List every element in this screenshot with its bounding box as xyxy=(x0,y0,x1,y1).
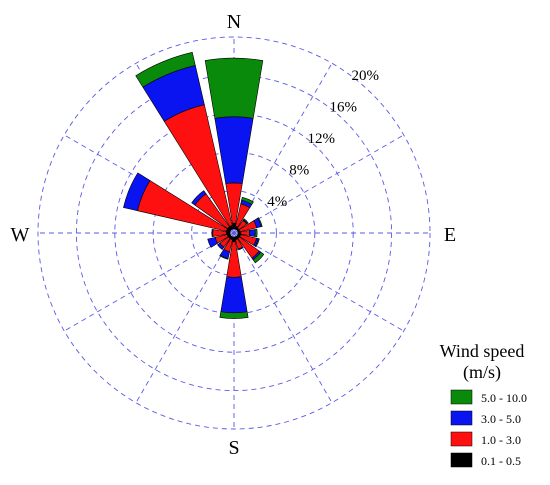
wedge-NNE-3 xyxy=(241,196,254,205)
legend-swatch xyxy=(450,410,473,426)
direction-label-north: N xyxy=(227,11,241,33)
radial-tick-label: 12% xyxy=(307,131,335,147)
legend-swatch xyxy=(450,389,473,405)
wedge-ENE-3 xyxy=(257,217,263,228)
radial-tick-label: 8% xyxy=(289,163,309,179)
wedge-S-3 xyxy=(219,311,249,319)
grid-spoke-150 xyxy=(233,232,333,403)
wedge-E-2 xyxy=(248,229,256,237)
axis-labels: N E S W xyxy=(11,11,457,459)
radial-tick-label: 20% xyxy=(352,68,380,84)
legend-label: 3.0 - 5.0 xyxy=(481,412,521,426)
wedge-NE-3 xyxy=(243,218,249,224)
legend-items: 5.0 - 10.0 3.0 - 5.0 1.0 - 3.0 0.1 - 0.5 xyxy=(450,389,527,468)
wedge-W-2 xyxy=(211,228,214,238)
legend-label: 1.0 - 3.0 xyxy=(481,433,521,447)
direction-label-east: E xyxy=(444,224,456,246)
legend-title-line1: Wind speed xyxy=(440,341,525,361)
wedge-S-2 xyxy=(220,276,248,314)
wedge-SSW-3 xyxy=(219,254,229,260)
direction-label-west: W xyxy=(11,224,30,246)
radial-tick-label: 4% xyxy=(267,194,287,210)
wedge-N-3 xyxy=(204,57,264,119)
legend: Wind speed (m/s) 5.0 - 10.0 3.0 - 5.0 1.0 … xyxy=(440,341,527,468)
grid-spoke-240 xyxy=(64,232,235,332)
polar-grid xyxy=(37,36,431,430)
grid-spoke-60 xyxy=(233,134,404,234)
wedge-NNW-3 xyxy=(135,51,196,88)
wedge-SE-3 xyxy=(252,251,265,264)
direction-label-south: S xyxy=(228,437,239,459)
wedge-WNW-2 xyxy=(123,172,151,212)
wedge-ESE-3 xyxy=(254,238,260,248)
legend-label: 5.0 - 10.0 xyxy=(481,391,527,405)
wind-bars xyxy=(123,51,265,319)
legend-label: 0.1 - 0.5 xyxy=(481,454,521,468)
grid-spoke-30 xyxy=(233,63,333,234)
legend-swatch xyxy=(450,431,473,447)
radial-tick-labels: 4%8% 12% 16% 20% xyxy=(267,68,379,210)
wedge-SW-2 xyxy=(217,242,225,250)
radial-tick-label: 16% xyxy=(329,100,357,116)
wedge-E-3 xyxy=(254,228,258,238)
wedge-NW-2 xyxy=(191,190,207,206)
grid-spoke-210 xyxy=(135,232,235,403)
wedge-WSW-2 xyxy=(207,237,218,248)
grid-ring-20 xyxy=(37,36,431,430)
grid-spoke-300 xyxy=(64,134,235,234)
wedge-SSE-2 xyxy=(237,246,244,251)
grid-spoke-120 xyxy=(233,232,404,332)
legend-title-line2: (m/s) xyxy=(463,362,501,383)
legend-swatch xyxy=(450,452,473,468)
